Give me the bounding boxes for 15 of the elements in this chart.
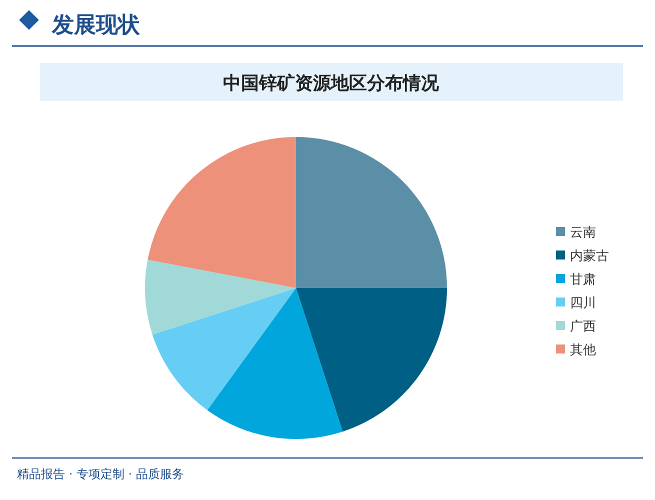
legend-label: 广西 bbox=[570, 320, 596, 334]
pie-slice bbox=[296, 137, 447, 288]
pie-slice bbox=[296, 288, 447, 432]
pie-slice bbox=[148, 137, 296, 288]
legend-label: 四川 bbox=[570, 296, 596, 311]
pie-slice bbox=[152, 288, 296, 410]
chart-title: 中国锌矿资源地区分布情况 bbox=[223, 73, 440, 94]
pie-slice bbox=[145, 260, 296, 335]
text: 发展现状 bbox=[51, 13, 141, 38]
legend-label: 云南 bbox=[570, 226, 596, 240]
pie-slice bbox=[207, 288, 343, 439]
legend-label: 其他 bbox=[570, 343, 596, 358]
text: 精品报告 · 专项定制 · 品质服务 bbox=[17, 467, 184, 481]
legend-label: 内蒙古 bbox=[570, 249, 609, 264]
legend-label: 甘肃 bbox=[570, 272, 596, 288]
